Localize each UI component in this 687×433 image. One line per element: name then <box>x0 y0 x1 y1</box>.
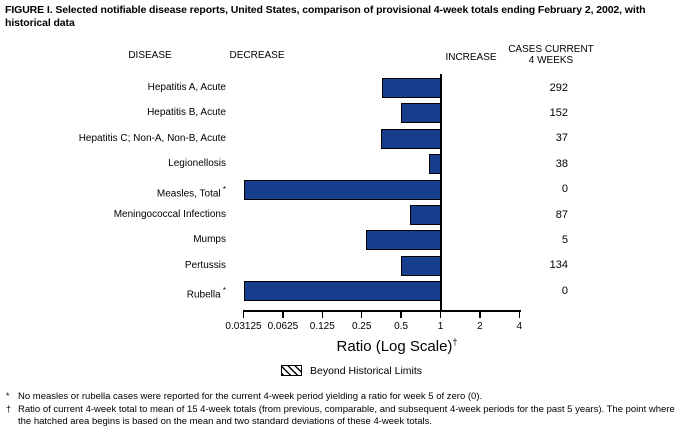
chart-bar <box>243 179 442 200</box>
chart-bar <box>401 255 442 276</box>
disease-label: Meningococcal Infections <box>113 209 226 220</box>
x-axis-tick <box>282 312 284 318</box>
footnote-dagger-marker: † <box>6 403 12 414</box>
x-axis-tick-label: 1 <box>437 321 444 332</box>
x-axis-tick-label: 0.25 <box>351 321 372 332</box>
reference-line-ratio-1 <box>440 74 442 311</box>
legend-label: Beyond Historical Limits <box>310 365 423 377</box>
disease-label: Legionellosis <box>168 158 226 170</box>
disease-label: Hepatitis B, Acute <box>147 107 226 119</box>
footnote-dagger: † Ratio of current 4-week total to mean … <box>5 404 683 429</box>
chart-bar <box>382 78 442 98</box>
case-count: 37 <box>555 132 568 145</box>
legend-swatch-hatched <box>281 365 302 376</box>
x-axis-tick <box>242 312 245 318</box>
case-count: 38 <box>555 157 568 170</box>
x-axis-tick <box>518 312 521 318</box>
figure-title: FIGURE I. Selected notifiable disease re… <box>5 4 646 29</box>
x-axis-tick <box>400 312 402 318</box>
footnote-asterisk: * No measles or rubella cases were repor… <box>5 391 683 404</box>
x-axis-tick-label: 2 <box>477 321 483 332</box>
disease-label: Rubella * <box>186 286 226 301</box>
x-axis-line <box>243 310 521 312</box>
x-axis-tick-label: 4 <box>516 321 523 332</box>
dagger-superscript: † <box>452 337 458 347</box>
column-header-cases: CASES CURRENT 4 WEEKS <box>501 44 601 66</box>
disease-label: Pertussis <box>184 259 226 271</box>
footnotes: * No measles or rubella cases were repor… <box>5 391 683 429</box>
chart-bar <box>243 281 442 302</box>
x-axis-tick-label: 0.5 <box>394 321 409 332</box>
x-axis-tick <box>360 312 363 318</box>
x-axis-tick-label: 0.125 <box>309 321 335 332</box>
footnote-marker: * <box>220 286 226 296</box>
case-count: 152 <box>549 106 568 119</box>
case-count: 5 <box>561 233 568 246</box>
disease-label: Hepatitis C; Non-A, Non-B, Acute <box>78 132 226 144</box>
case-count: 134 <box>549 259 568 272</box>
case-count: 0 <box>561 284 568 297</box>
column-header-cases-line1: CASES CURRENT <box>508 44 594 55</box>
x-axis-tick-label: 0.03125 <box>225 321 262 332</box>
footnote-asterisk-text: No measles or rubella cases were reporte… <box>18 391 483 402</box>
column-header-increase: INCREASE <box>445 52 497 63</box>
chart-bar <box>366 230 442 251</box>
chart-bar <box>401 103 442 124</box>
footnote-asterisk-marker: * <box>6 391 10 401</box>
x-axis-title: Ratio (Log Scale)† <box>297 337 497 355</box>
column-header-disease: DISEASE <box>128 50 172 61</box>
case-count: 0 <box>561 183 568 196</box>
case-count: 292 <box>549 81 568 94</box>
x-axis-tick <box>439 312 442 318</box>
column-header-cases-line2: 4 WEEKS <box>528 55 574 66</box>
chart-bar <box>380 128 442 149</box>
disease-label: Measles, Total * <box>156 184 226 199</box>
x-axis-title-text: Ratio (Log Scale) <box>336 338 453 355</box>
disease-label: Mumps <box>193 234 226 246</box>
chart-bar <box>409 205 442 225</box>
column-header-decrease: DECREASE <box>229 50 285 61</box>
x-axis-tick <box>479 312 481 318</box>
footnote-marker: * <box>220 184 226 194</box>
footnote-dagger-text: Ratio of current 4-week total to mean of… <box>18 403 675 428</box>
case-count: 87 <box>555 208 568 221</box>
x-axis-tick-label: 0.0625 <box>267 321 299 332</box>
x-axis-tick <box>321 312 324 318</box>
disease-label: Hepatitis A, Acute <box>147 82 226 93</box>
